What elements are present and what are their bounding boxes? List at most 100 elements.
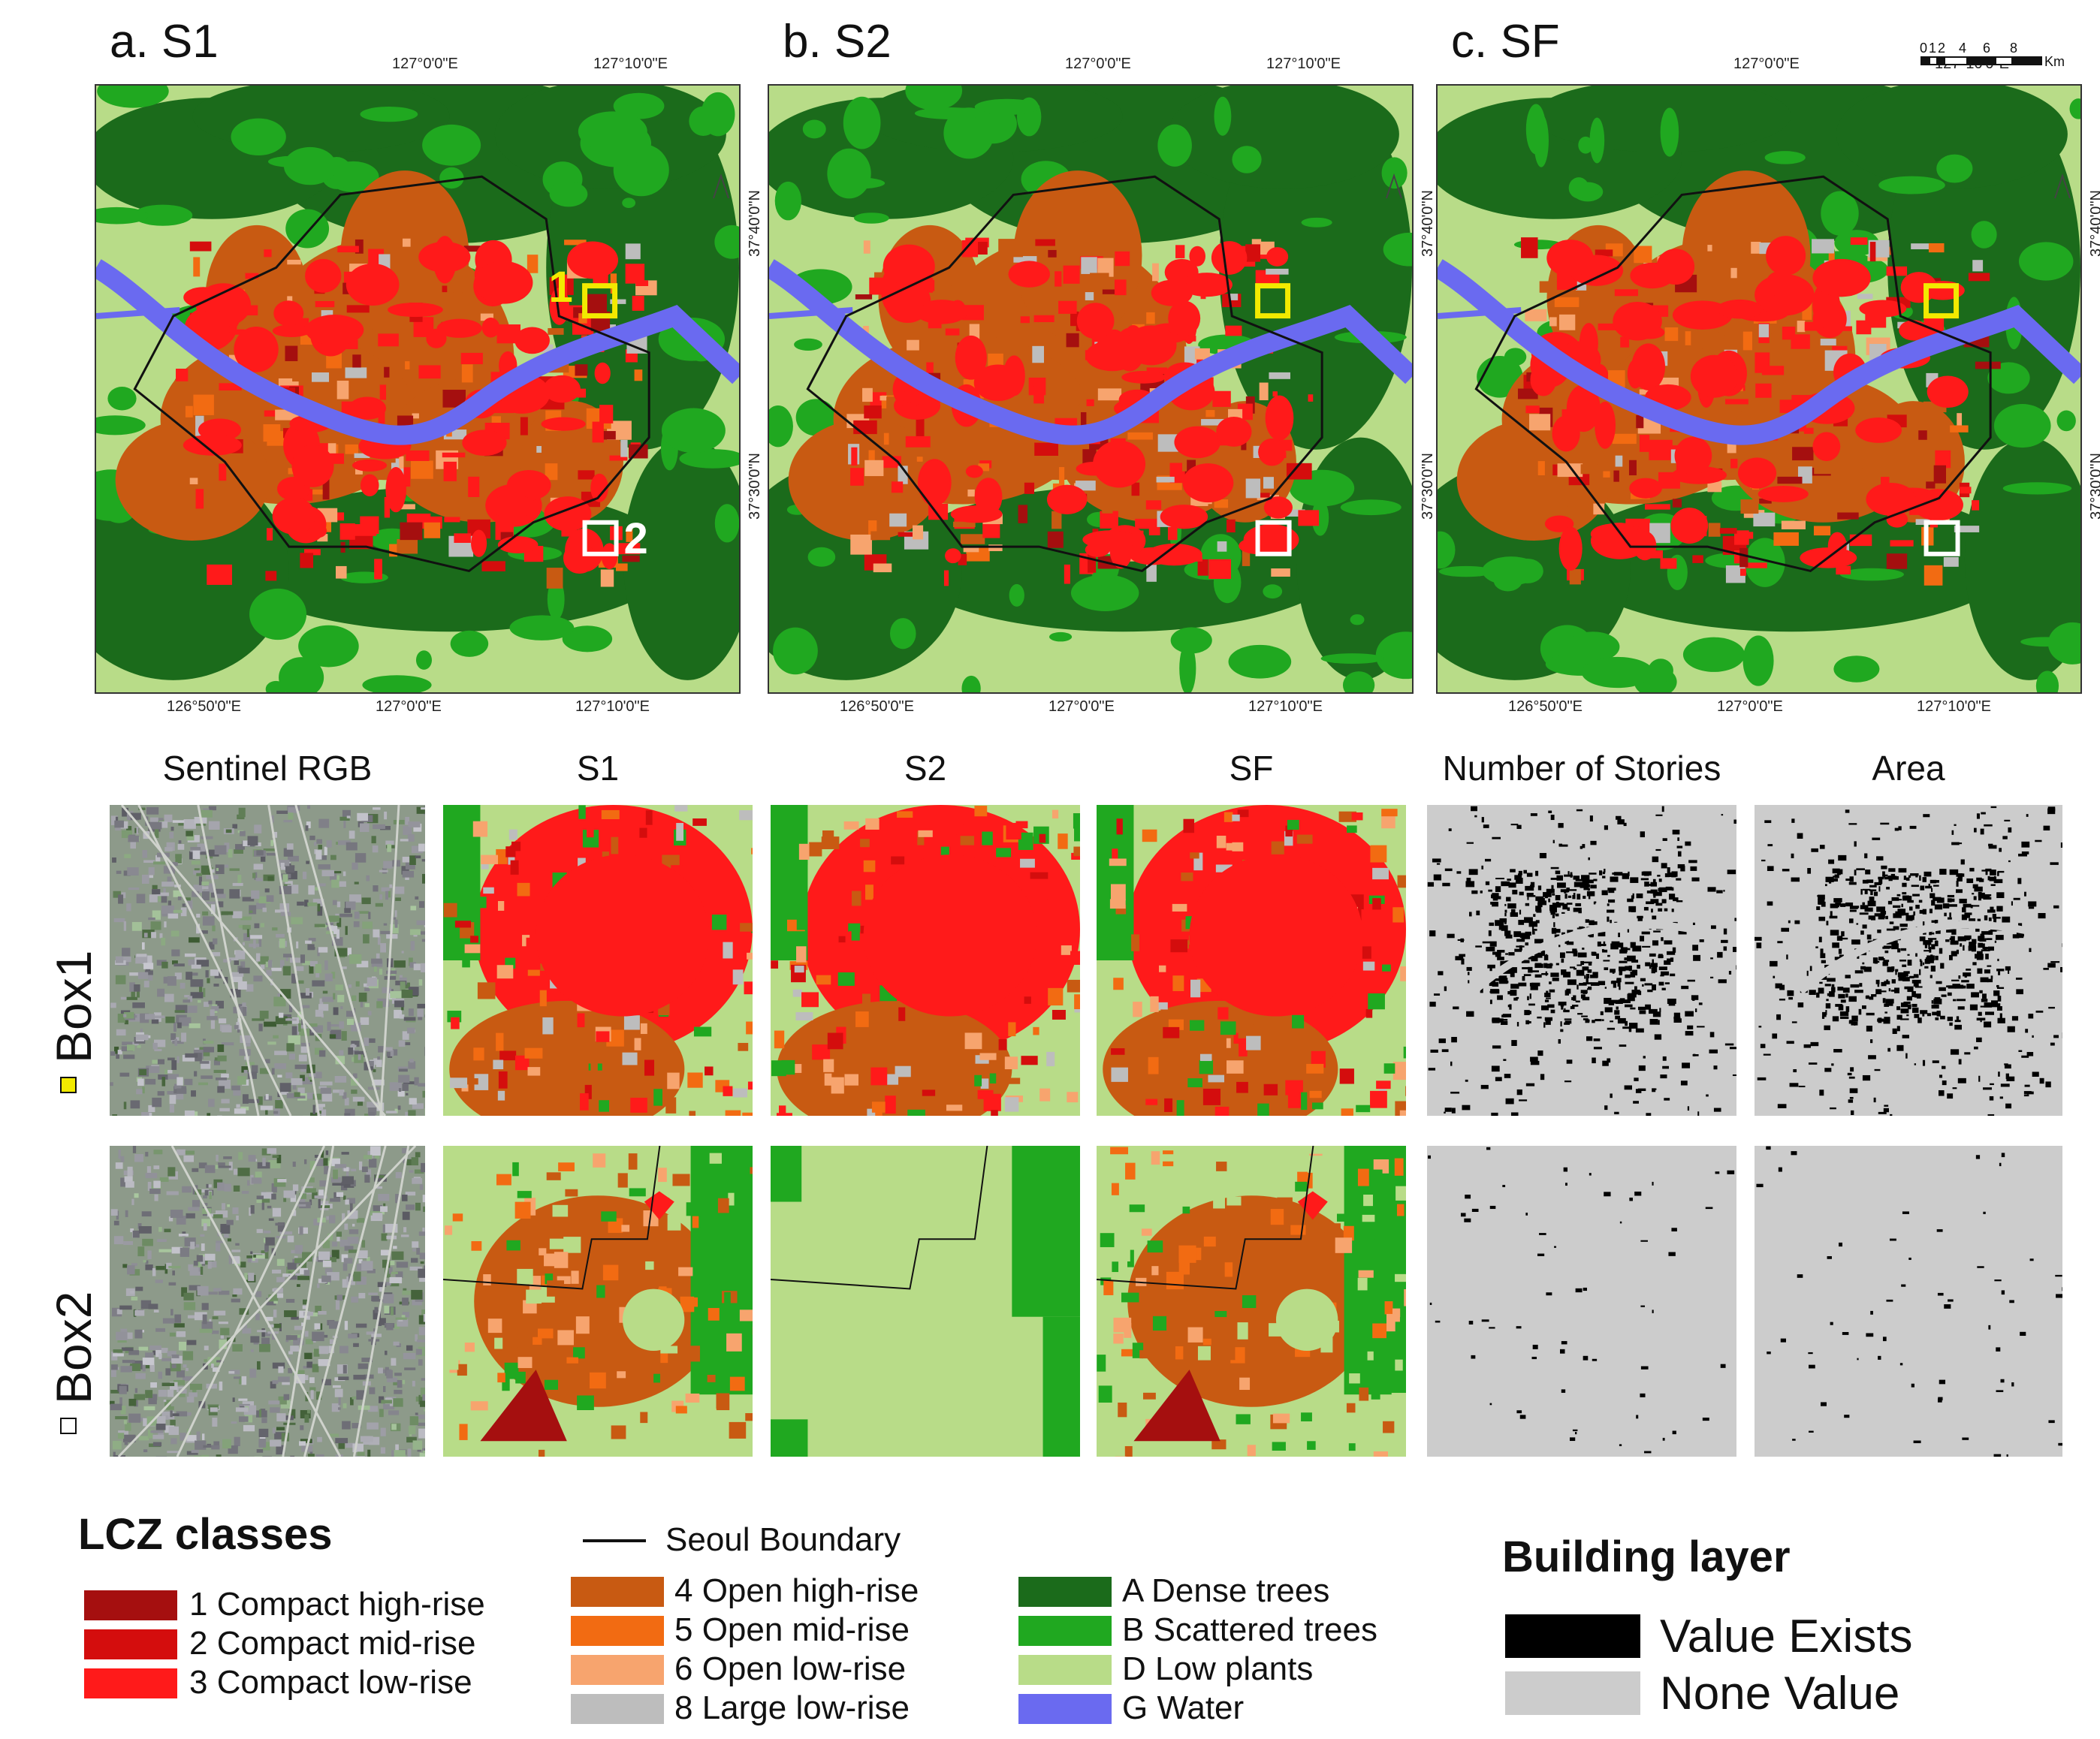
building-pixel bbox=[1670, 887, 1674, 891]
rgb-pixel bbox=[123, 1434, 136, 1442]
compact-lowrise-patch bbox=[1716, 299, 1763, 319]
rgb-pixel bbox=[283, 1394, 290, 1400]
urban-pixel bbox=[1070, 311, 1079, 327]
building-pixel bbox=[1866, 1012, 1875, 1016]
box2-marker bbox=[1255, 520, 1292, 556]
rgb-pixel bbox=[261, 1328, 265, 1337]
urban-pixel bbox=[1636, 414, 1644, 429]
rgb-pixel bbox=[415, 1202, 421, 1211]
rgb-pixel bbox=[267, 960, 273, 968]
building-pixel bbox=[1631, 895, 1634, 900]
building-pixel bbox=[1906, 996, 1912, 1001]
rgb-pixel bbox=[409, 957, 413, 966]
lcz-pixel bbox=[1109, 858, 1127, 866]
building-pixel bbox=[2021, 1055, 2029, 1058]
rgb-pixel bbox=[210, 1020, 216, 1029]
urban-pixel bbox=[1792, 447, 1814, 461]
urban-pixel bbox=[536, 446, 542, 453]
rgb-pixel bbox=[221, 1073, 229, 1078]
rgb-pixel bbox=[255, 842, 261, 847]
building-pixel bbox=[1582, 844, 1586, 848]
rgb-pixel bbox=[144, 970, 153, 975]
seoul-boundary bbox=[806, 175, 1323, 573]
rgb-pixel bbox=[117, 1433, 125, 1439]
building-pixel bbox=[1848, 918, 1854, 924]
building-pixel bbox=[1876, 906, 1886, 912]
rgb-pixel bbox=[368, 912, 371, 920]
rgb-pixel bbox=[237, 875, 242, 884]
lcz-map-svg bbox=[769, 86, 1412, 692]
scattered-tree-patch bbox=[689, 106, 718, 137]
building-pixel bbox=[1695, 1008, 1697, 1013]
building-pixel bbox=[1907, 954, 1910, 956]
rgb-pixel bbox=[267, 1148, 277, 1154]
urban-pixel bbox=[303, 489, 327, 495]
building-pixel bbox=[1504, 912, 1507, 917]
urban-pixel bbox=[1525, 309, 1547, 321]
rgb-pixel bbox=[348, 1229, 359, 1234]
rgb-pixel bbox=[300, 1439, 312, 1443]
building-pixel bbox=[1990, 1011, 1994, 1015]
rgb-pixel bbox=[183, 1292, 195, 1300]
rgb-pixel bbox=[209, 942, 215, 950]
rgb-pixel bbox=[358, 1363, 368, 1370]
rgb-pixel bbox=[342, 871, 346, 876]
rgb-pixel bbox=[305, 1339, 313, 1345]
rgb-pixel bbox=[247, 1071, 257, 1079]
rgb-pixel bbox=[299, 1226, 303, 1235]
urban-pixel bbox=[1759, 262, 1775, 269]
urban-pixel bbox=[1620, 336, 1630, 348]
box1-s2-svg bbox=[771, 805, 1080, 1116]
rgb-pixel bbox=[173, 963, 185, 967]
building-pixel bbox=[1528, 1003, 1535, 1006]
lcz-pixel bbox=[506, 1240, 520, 1251]
rgb-pixel bbox=[390, 991, 403, 999]
box1-sentinel-rgb-svg bbox=[110, 805, 425, 1116]
building-pixel bbox=[1540, 1074, 1545, 1080]
building-pixel bbox=[1984, 894, 1990, 900]
urban-pixel bbox=[460, 352, 483, 365]
urban-pixel bbox=[1269, 372, 1290, 379]
rgb-pixel bbox=[319, 1180, 327, 1187]
building-pixel bbox=[1634, 947, 1640, 950]
lcz-pixel bbox=[481, 854, 499, 864]
rgb-pixel bbox=[411, 1258, 418, 1263]
building-pixel bbox=[1954, 824, 1957, 826]
road bbox=[352, 1146, 410, 1457]
urban-pixel bbox=[1857, 294, 1873, 300]
rgb-pixel bbox=[126, 1044, 135, 1051]
urban-pixel bbox=[1201, 419, 1225, 426]
rgb-pixel bbox=[383, 1294, 394, 1303]
rgb-pixel bbox=[308, 938, 316, 942]
lcz-pixel bbox=[1020, 858, 1035, 868]
building-pixel bbox=[1652, 879, 1656, 885]
building-pixel bbox=[2028, 901, 2037, 907]
rgb-pixel bbox=[189, 1383, 203, 1390]
lcz-pixel bbox=[1359, 1241, 1377, 1251]
lcz-pixel bbox=[505, 846, 516, 857]
rgb-pixel bbox=[110, 1364, 118, 1370]
building-pixel bbox=[1907, 1004, 1911, 1010]
building-pixel bbox=[1592, 1057, 1596, 1064]
rgb-pixel bbox=[171, 1354, 180, 1358]
rgb-pixel bbox=[164, 1069, 168, 1074]
lcz-pixel bbox=[1033, 1026, 1039, 1035]
urban-pixel bbox=[384, 366, 390, 378]
building-pixel bbox=[2017, 934, 2024, 939]
rgb-pixel bbox=[215, 894, 226, 899]
building-pixel bbox=[1942, 1080, 1947, 1086]
rgb-pixel bbox=[367, 1011, 372, 1016]
building-pixel bbox=[2038, 912, 2046, 919]
rgb-pixel bbox=[312, 1364, 319, 1373]
rgb-pixel bbox=[212, 1316, 219, 1320]
building-pixel bbox=[1791, 1021, 1797, 1023]
rgb-pixel bbox=[389, 884, 393, 888]
urban-pixel bbox=[1283, 509, 1305, 517]
box1-number-of-stories-svg bbox=[1427, 805, 1736, 1116]
rgb-pixel bbox=[187, 1315, 200, 1319]
scale-bar-segment bbox=[1966, 57, 1996, 65]
building-pixel bbox=[1988, 930, 1993, 935]
rgb-pixel bbox=[261, 1337, 270, 1345]
rgb-pixel bbox=[207, 978, 210, 984]
building-pixel bbox=[1979, 990, 1983, 993]
